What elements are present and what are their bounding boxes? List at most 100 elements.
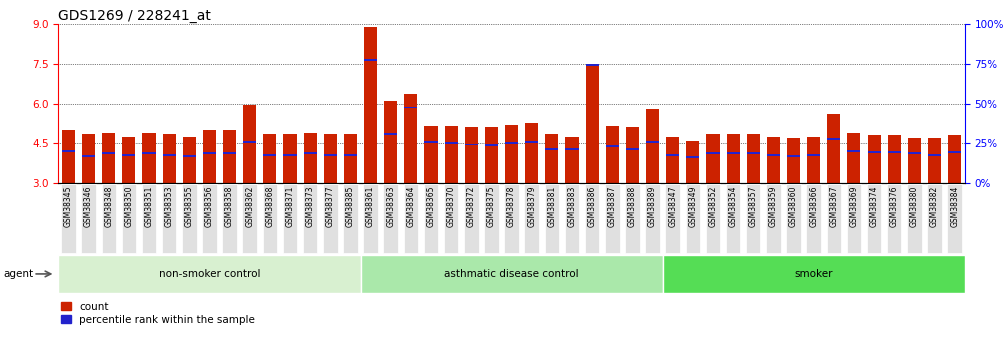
Bar xyxy=(244,141,257,143)
Bar xyxy=(485,144,497,146)
FancyBboxPatch shape xyxy=(464,184,478,253)
FancyBboxPatch shape xyxy=(303,184,317,253)
Bar xyxy=(787,138,800,183)
FancyBboxPatch shape xyxy=(786,184,801,253)
FancyBboxPatch shape xyxy=(706,184,720,253)
Bar xyxy=(264,154,276,156)
Bar xyxy=(606,145,618,147)
Bar xyxy=(888,135,900,183)
Bar xyxy=(143,152,155,154)
FancyBboxPatch shape xyxy=(666,184,680,253)
Bar xyxy=(365,59,377,61)
FancyBboxPatch shape xyxy=(102,184,116,253)
Bar xyxy=(203,152,217,154)
Text: GSM38350: GSM38350 xyxy=(125,186,133,227)
Bar xyxy=(224,130,236,183)
FancyBboxPatch shape xyxy=(505,184,519,253)
Bar xyxy=(828,114,840,183)
FancyBboxPatch shape xyxy=(827,184,841,253)
FancyBboxPatch shape xyxy=(162,184,176,253)
Bar xyxy=(304,132,316,183)
FancyBboxPatch shape xyxy=(887,184,901,253)
Text: GSM38362: GSM38362 xyxy=(246,186,254,227)
Text: GSM38364: GSM38364 xyxy=(407,186,415,227)
FancyBboxPatch shape xyxy=(364,184,378,253)
Text: GSM38386: GSM38386 xyxy=(588,186,596,227)
Text: GSM38388: GSM38388 xyxy=(628,186,636,227)
FancyBboxPatch shape xyxy=(343,184,357,253)
Bar xyxy=(385,101,397,183)
FancyBboxPatch shape xyxy=(82,184,96,253)
Text: GSM38367: GSM38367 xyxy=(830,186,838,227)
Bar xyxy=(606,126,618,183)
FancyBboxPatch shape xyxy=(545,184,559,253)
Text: GSM38369: GSM38369 xyxy=(850,186,858,227)
Text: non-smoker control: non-smoker control xyxy=(159,269,260,279)
Bar xyxy=(506,142,518,144)
Bar xyxy=(264,134,276,183)
Bar xyxy=(888,151,900,153)
Bar xyxy=(425,126,437,183)
Bar xyxy=(787,155,800,157)
FancyBboxPatch shape xyxy=(645,184,660,253)
Bar xyxy=(867,151,880,153)
FancyBboxPatch shape xyxy=(361,255,663,293)
Text: GSM38371: GSM38371 xyxy=(286,186,294,227)
FancyBboxPatch shape xyxy=(142,184,156,253)
Bar xyxy=(808,154,820,156)
Text: GSM38363: GSM38363 xyxy=(387,186,395,227)
Text: GSM38360: GSM38360 xyxy=(789,186,798,227)
Bar xyxy=(465,144,477,146)
Bar xyxy=(425,141,437,143)
Bar xyxy=(907,152,920,154)
FancyBboxPatch shape xyxy=(766,184,780,253)
Bar xyxy=(284,154,297,156)
Bar xyxy=(625,127,638,183)
Text: GSM38382: GSM38382 xyxy=(930,186,939,227)
Text: GSM38370: GSM38370 xyxy=(447,186,455,227)
Bar xyxy=(847,132,860,183)
Bar xyxy=(667,137,679,183)
Text: GSM38345: GSM38345 xyxy=(64,186,73,227)
Bar xyxy=(546,148,559,150)
Bar xyxy=(828,138,840,140)
Bar xyxy=(506,125,518,183)
FancyBboxPatch shape xyxy=(605,184,619,253)
FancyBboxPatch shape xyxy=(625,184,639,253)
Bar xyxy=(304,152,316,154)
Bar xyxy=(707,152,719,154)
Text: GSM38376: GSM38376 xyxy=(890,186,898,227)
Bar xyxy=(323,134,336,183)
Text: smoker: smoker xyxy=(795,269,833,279)
Bar xyxy=(526,124,538,183)
Text: GSM38356: GSM38356 xyxy=(205,186,213,227)
Bar xyxy=(203,130,217,183)
FancyBboxPatch shape xyxy=(525,184,539,253)
Bar xyxy=(546,134,559,183)
FancyBboxPatch shape xyxy=(663,255,965,293)
Text: GSM38352: GSM38352 xyxy=(709,186,717,227)
Bar xyxy=(687,156,700,158)
Text: asthmatic disease control: asthmatic disease control xyxy=(444,269,579,279)
Bar xyxy=(625,148,638,150)
FancyBboxPatch shape xyxy=(726,184,740,253)
FancyBboxPatch shape xyxy=(948,184,962,253)
Bar xyxy=(465,127,477,183)
FancyBboxPatch shape xyxy=(58,255,361,293)
Text: GSM38372: GSM38372 xyxy=(467,186,475,227)
Bar xyxy=(103,152,115,154)
Bar xyxy=(646,109,659,183)
FancyBboxPatch shape xyxy=(807,184,821,253)
Bar xyxy=(808,137,820,183)
Text: GSM38381: GSM38381 xyxy=(548,186,556,227)
Bar xyxy=(123,154,135,156)
Bar xyxy=(566,137,578,183)
Bar xyxy=(61,150,75,151)
Text: GDS1269 / 228241_at: GDS1269 / 228241_at xyxy=(58,9,211,23)
FancyBboxPatch shape xyxy=(61,184,76,253)
Text: agent: agent xyxy=(3,269,33,279)
Bar xyxy=(586,64,598,66)
Bar xyxy=(766,137,779,183)
FancyBboxPatch shape xyxy=(182,184,196,253)
Text: GSM38346: GSM38346 xyxy=(85,186,93,227)
